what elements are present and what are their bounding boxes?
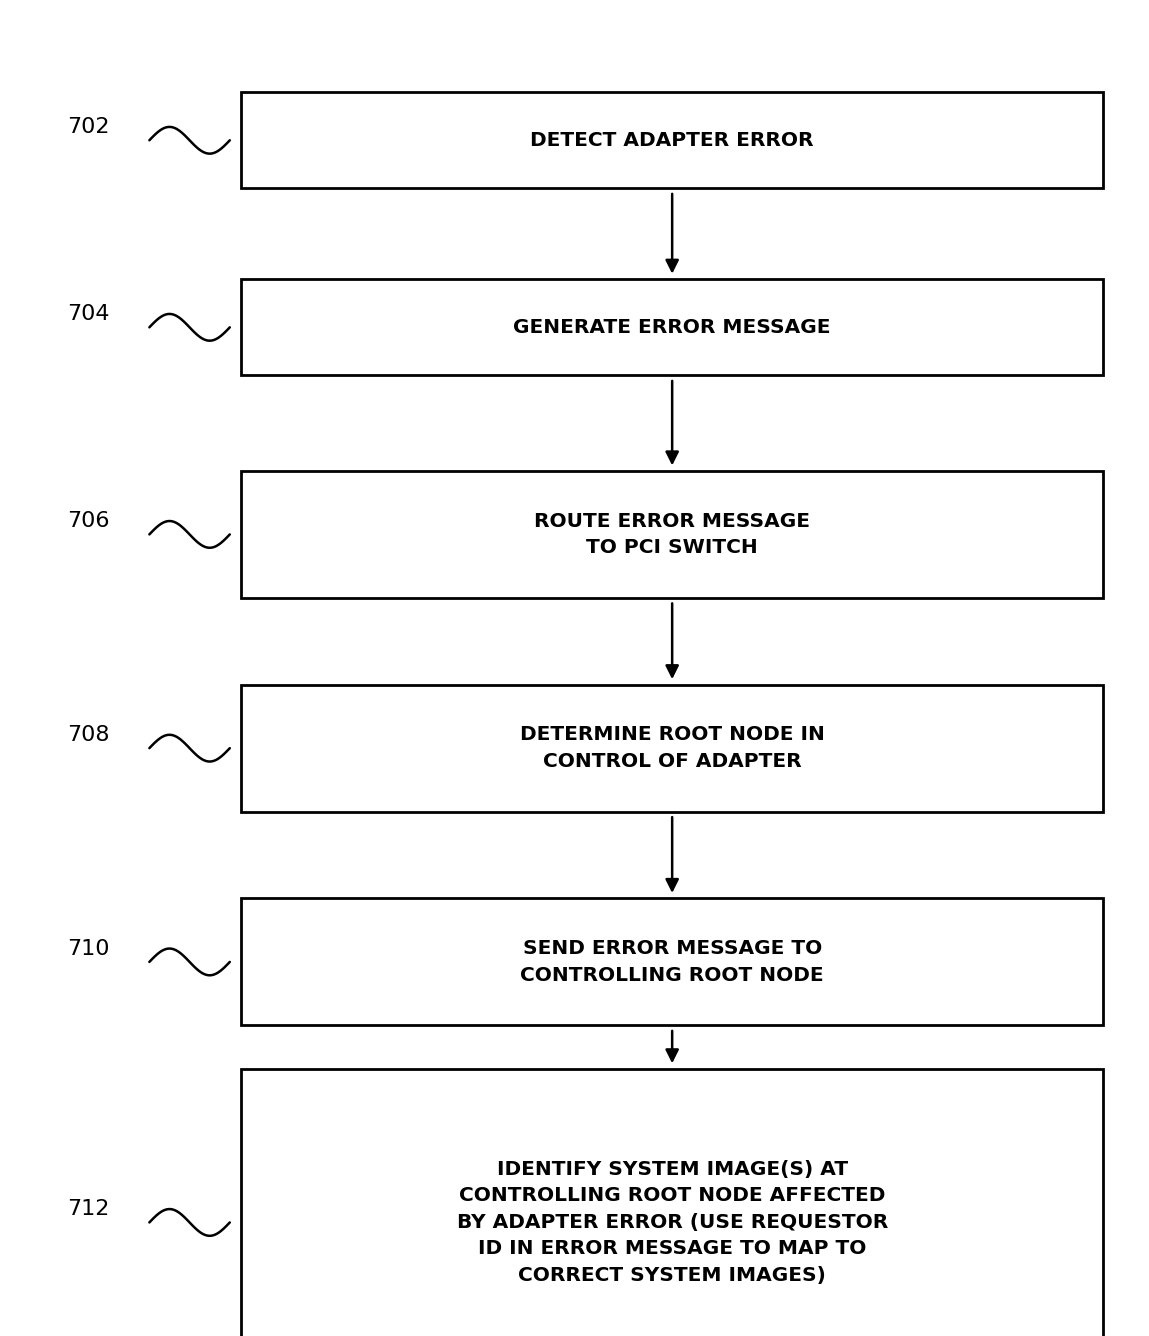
Bar bbox=[241, 684, 1103, 811]
Text: DETERMINE ROOT NODE IN
CONTROL OF ADAPTER: DETERMINE ROOT NODE IN CONTROL OF ADAPTE… bbox=[519, 725, 825, 771]
Text: ROUTE ERROR MESSAGE
TO PCI SWITCH: ROUTE ERROR MESSAGE TO PCI SWITCH bbox=[534, 512, 810, 557]
Bar bbox=[241, 279, 1103, 375]
Bar bbox=[241, 898, 1103, 1026]
Bar bbox=[241, 92, 1103, 188]
Text: 710: 710 bbox=[67, 939, 109, 958]
Text: 706: 706 bbox=[67, 512, 109, 530]
Bar bbox=[241, 1069, 1103, 1336]
Text: GENERATE ERROR MESSAGE: GENERATE ERROR MESSAGE bbox=[514, 318, 831, 337]
Bar bbox=[241, 472, 1103, 599]
Text: DETECT ADAPTER ERROR: DETECT ADAPTER ERROR bbox=[531, 131, 813, 150]
Text: IDENTIFY SYSTEM IMAGE(S) AT
CONTROLLING ROOT NODE AFFECTED
BY ADAPTER ERROR (USE: IDENTIFY SYSTEM IMAGE(S) AT CONTROLLING … bbox=[456, 1160, 888, 1285]
Text: SEND ERROR MESSAGE TO
CONTROLLING ROOT NODE: SEND ERROR MESSAGE TO CONTROLLING ROOT N… bbox=[520, 939, 824, 985]
Text: 708: 708 bbox=[67, 725, 109, 744]
Text: 704: 704 bbox=[67, 305, 109, 323]
Text: 702: 702 bbox=[67, 118, 109, 136]
Text: 712: 712 bbox=[67, 1200, 109, 1218]
